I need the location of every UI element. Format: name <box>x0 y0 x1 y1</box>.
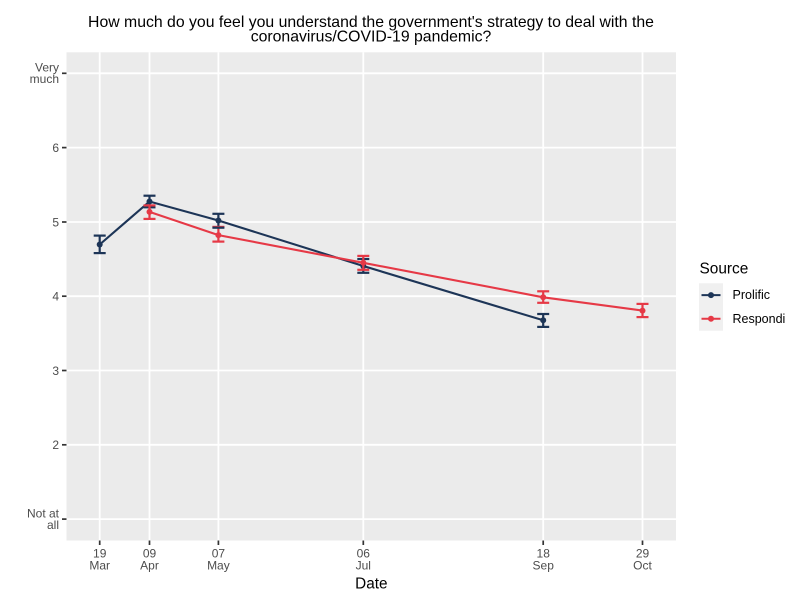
svg-text:09: 09 <box>143 547 157 561</box>
svg-text:Mar: Mar <box>89 559 110 573</box>
svg-text:Source: Source <box>700 260 749 277</box>
svg-text:4: 4 <box>52 290 59 304</box>
svg-text:Sep: Sep <box>533 559 555 573</box>
svg-text:Very: Very <box>35 61 59 75</box>
svg-text:all: all <box>47 518 59 532</box>
svg-text:06: 06 <box>357 547 371 561</box>
svg-text:Jul: Jul <box>356 559 371 573</box>
svg-text:Respondi: Respondi <box>733 312 786 326</box>
svg-text:18: 18 <box>537 547 551 561</box>
svg-text:29: 29 <box>636 547 650 561</box>
svg-text:Prolific: Prolific <box>733 288 771 302</box>
svg-text:19: 19 <box>93 547 107 561</box>
svg-text:07: 07 <box>212 547 226 561</box>
svg-text:2: 2 <box>52 438 59 452</box>
svg-text:3: 3 <box>52 364 59 378</box>
svg-text:Apr: Apr <box>140 559 159 573</box>
svg-text:Oct: Oct <box>633 559 652 573</box>
svg-text:coronavirus/COVID-19 pandemic?: coronavirus/COVID-19 pandemic? <box>251 29 492 46</box>
svg-text:Date: Date <box>355 575 387 592</box>
svg-text:Not at: Not at <box>27 506 60 520</box>
svg-text:much: much <box>30 72 59 86</box>
svg-text:How much do you feel you under: How much do you feel you understand the … <box>88 14 654 31</box>
svg-text:May: May <box>207 559 230 573</box>
svg-text:6: 6 <box>52 141 59 155</box>
svg-text:5: 5 <box>52 215 59 229</box>
